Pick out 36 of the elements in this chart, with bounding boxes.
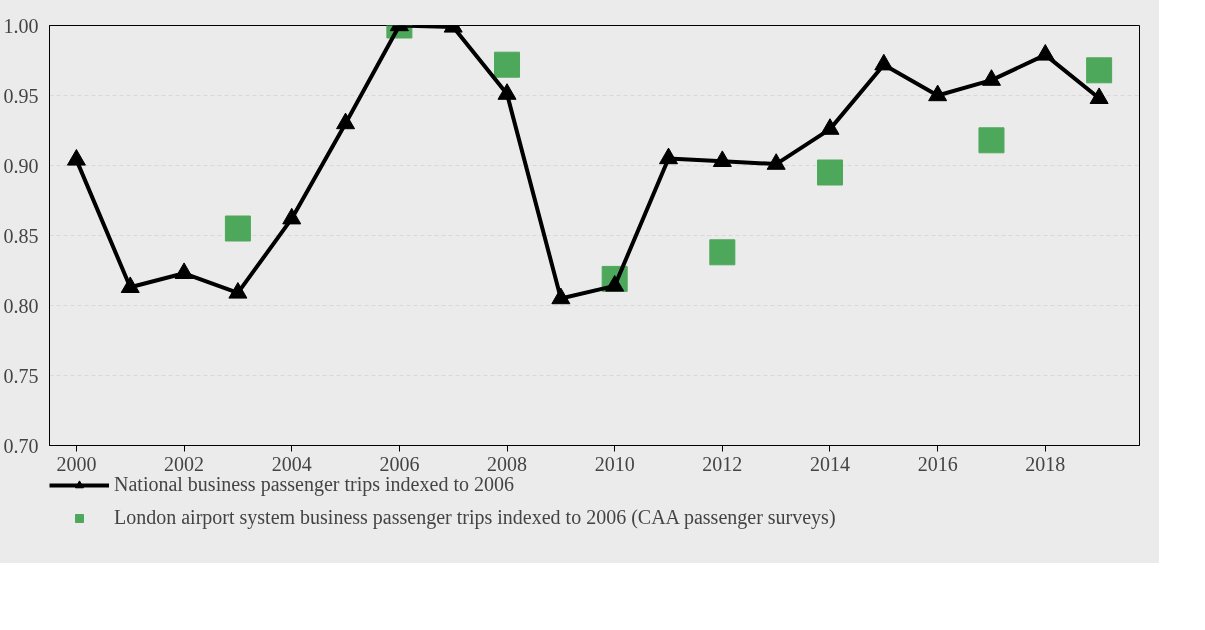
point: [874, 53, 894, 71]
legend-label: National business passenger trips indexed to 2006: [114, 473, 514, 496]
point: [551, 287, 571, 305]
x-tick-label: 2008: [487, 452, 528, 475]
y-tick-label: 0.90: [3, 154, 39, 177]
point: [66, 149, 86, 166]
point: [336, 112, 356, 130]
x-tick-label: 2010: [594, 452, 635, 475]
point: [228, 282, 248, 299]
point: [1035, 44, 1055, 61]
x-tick-label: 2014: [809, 452, 850, 475]
y-tick-label: 0.80: [3, 294, 39, 317]
point: [928, 84, 948, 102]
point: [497, 83, 517, 100]
x-tick-label: 2000: [56, 452, 97, 475]
x-tick-label: 2002: [164, 452, 205, 475]
point: [766, 153, 786, 170]
legend-label: London airport system business passenger trips indexed to 2006 (CAA passenger surveys): [114, 506, 836, 529]
point: [820, 118, 840, 135]
y-tick-label: 0.85: [3, 224, 39, 247]
x-tick-label: 2004: [271, 452, 312, 475]
point: [981, 69, 1001, 86]
x-tick-label: 2012: [702, 452, 743, 475]
y-tick-label: 1.00: [3, 14, 39, 37]
y-tick-label: 0.70: [3, 434, 39, 457]
x-tick-label: 2006: [379, 452, 420, 475]
point: [659, 147, 679, 165]
x-tick-label: 2016: [917, 452, 958, 475]
y-tick-label: 0.75: [3, 364, 39, 387]
x-tick-label: 2018: [1025, 452, 1066, 475]
y-tick-label: 0.95: [3, 84, 39, 107]
point: [120, 276, 140, 293]
point: [712, 150, 732, 167]
point: [282, 207, 302, 225]
point: [174, 262, 194, 279]
point: [1089, 87, 1109, 104]
